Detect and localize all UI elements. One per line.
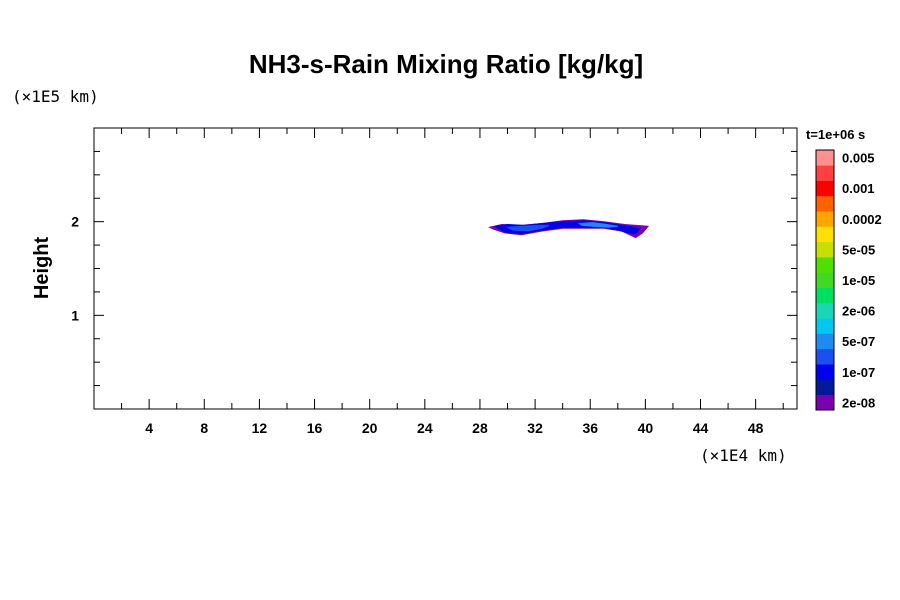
colorbar-frame <box>815 149 835 411</box>
x-tick-label: 40 <box>638 420 654 436</box>
colorbar-label: 5e-07 <box>842 334 875 349</box>
x-tick-label: 20 <box>362 420 378 436</box>
x-tick-label: 12 <box>252 420 268 436</box>
x-tick-label: 24 <box>417 420 433 436</box>
x-tick-label: 44 <box>693 420 709 436</box>
colorbar-swatch <box>816 165 834 181</box>
colorbar-swatch <box>816 287 834 304</box>
colorbar-label: 0.001 <box>842 181 875 196</box>
y-axis-unit: (×1E5 km) <box>12 87 99 106</box>
colorbar-swatch <box>816 318 834 334</box>
colorbar-label: 2e-06 <box>842 304 875 319</box>
colorbar-swatch <box>816 241 834 258</box>
x-tick-label: 4 <box>145 420 153 436</box>
colorbar-swatch <box>816 257 834 273</box>
colorbar-swatch <box>816 379 834 396</box>
x-tick-label: 8 <box>200 420 208 436</box>
x-tick-label: 28 <box>472 420 488 436</box>
x-tick-label: 36 <box>582 420 598 436</box>
colorbar-swatch <box>816 211 834 227</box>
colorbar-swatch <box>816 180 834 197</box>
contour-region-3 <box>577 222 618 228</box>
colorbar-label: 1e-05 <box>842 273 875 288</box>
colorbar-swatch <box>816 364 834 380</box>
y-axis-label: Height <box>31 237 53 300</box>
x-axis: 4 8 12 16 20 24 28 32 36 40 44 48 <box>121 128 784 436</box>
colorbar-swatch <box>816 272 834 288</box>
colorbar-label: 0.005 <box>842 151 875 166</box>
time-label: t=1e+06 s <box>806 127 865 142</box>
colorbar-swatch <box>816 348 834 365</box>
colorbar-label: 1e-07 <box>842 365 875 380</box>
contour-region-2 <box>505 224 550 232</box>
colorbar-label: 2e-08 <box>842 395 875 410</box>
colorbar: 2e-08 1e-07 5e-07 2e-06 1e-05 5e-05 0.0002 0.00… <box>815 149 882 411</box>
colorbar-swatch <box>816 333 834 350</box>
y-axis: 12 <box>71 150 797 387</box>
colorbar-swatch <box>816 394 834 411</box>
x-tick-label: 16 <box>307 420 323 436</box>
contour-regions <box>488 219 650 239</box>
colorbar-swatch <box>816 150 834 166</box>
colorbar-label: 0.0002 <box>842 212 882 227</box>
x-tick-label: 48 <box>748 420 764 436</box>
colorbar-swatch <box>816 302 834 319</box>
plot-frame <box>93 127 798 410</box>
chart-title: NH3-s-Rain Mixing Ratio [kg/kg] <box>249 49 643 79</box>
x-axis-unit: (×1E4 km) <box>700 446 787 465</box>
x-tick-label: 32 <box>527 420 543 436</box>
colorbar-swatch <box>816 195 834 212</box>
y-tick-label: 2 <box>71 214 79 230</box>
y-tick-label: 1 <box>71 307 79 323</box>
colorbar-swatch <box>816 226 834 243</box>
colorbar-label: 5e-05 <box>842 242 875 257</box>
